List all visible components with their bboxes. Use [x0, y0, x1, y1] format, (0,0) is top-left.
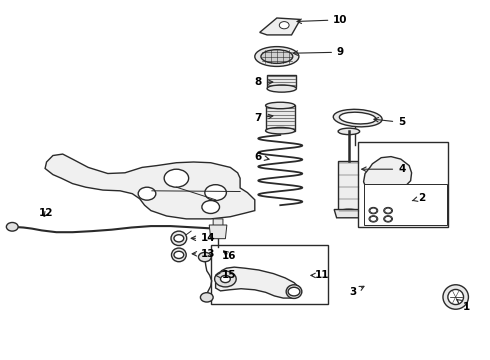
Circle shape [279, 22, 289, 29]
Bar [266, 105, 295, 131]
Ellipse shape [340, 112, 376, 124]
Text: 1: 1 [457, 300, 470, 312]
Circle shape [202, 201, 220, 213]
Text: 10: 10 [297, 15, 348, 25]
Polygon shape [213, 219, 223, 230]
Circle shape [385, 208, 392, 213]
Ellipse shape [255, 46, 299, 66]
Ellipse shape [286, 285, 302, 298]
Ellipse shape [267, 85, 296, 92]
Ellipse shape [338, 128, 360, 135]
Circle shape [288, 287, 300, 296]
Ellipse shape [443, 285, 468, 309]
Polygon shape [216, 267, 301, 298]
Circle shape [138, 187, 156, 200]
Bar [211, 245, 328, 304]
Text: 13: 13 [192, 249, 216, 259]
Ellipse shape [266, 127, 295, 134]
Polygon shape [364, 157, 412, 210]
Circle shape [198, 252, 211, 262]
Bar [267, 75, 296, 87]
Text: 6: 6 [255, 152, 269, 162]
Ellipse shape [171, 231, 187, 246]
Bar [338, 161, 360, 213]
Bar [364, 184, 447, 225]
Polygon shape [260, 18, 300, 35]
Ellipse shape [448, 289, 464, 305]
Ellipse shape [384, 216, 392, 222]
Circle shape [215, 271, 236, 287]
Text: 14: 14 [191, 233, 216, 243]
Text: 2: 2 [412, 193, 425, 203]
Circle shape [370, 216, 377, 221]
Ellipse shape [172, 248, 186, 262]
Ellipse shape [266, 102, 295, 109]
Text: 16: 16 [222, 251, 237, 261]
Circle shape [6, 222, 18, 231]
Ellipse shape [261, 50, 293, 63]
Circle shape [174, 251, 184, 258]
Text: 5: 5 [374, 117, 405, 127]
Circle shape [370, 208, 377, 213]
Ellipse shape [384, 207, 392, 214]
Text: 4: 4 [362, 164, 406, 174]
Text: 15: 15 [216, 270, 237, 280]
Polygon shape [209, 225, 227, 239]
Circle shape [174, 235, 184, 242]
Text: 7: 7 [254, 113, 273, 123]
Circle shape [385, 216, 392, 221]
Text: 9: 9 [293, 47, 344, 57]
Circle shape [205, 185, 226, 201]
Circle shape [220, 275, 230, 283]
Ellipse shape [369, 216, 378, 222]
Circle shape [200, 293, 213, 302]
Text: 8: 8 [255, 77, 273, 87]
Polygon shape [45, 154, 255, 219]
Bar [358, 142, 448, 227]
Ellipse shape [337, 209, 361, 217]
Text: 11: 11 [311, 270, 330, 280]
Text: 3: 3 [349, 286, 364, 297]
Ellipse shape [369, 207, 378, 214]
Text: 12: 12 [39, 208, 54, 218]
Ellipse shape [333, 109, 382, 127]
Circle shape [164, 169, 189, 187]
Polygon shape [334, 210, 364, 218]
